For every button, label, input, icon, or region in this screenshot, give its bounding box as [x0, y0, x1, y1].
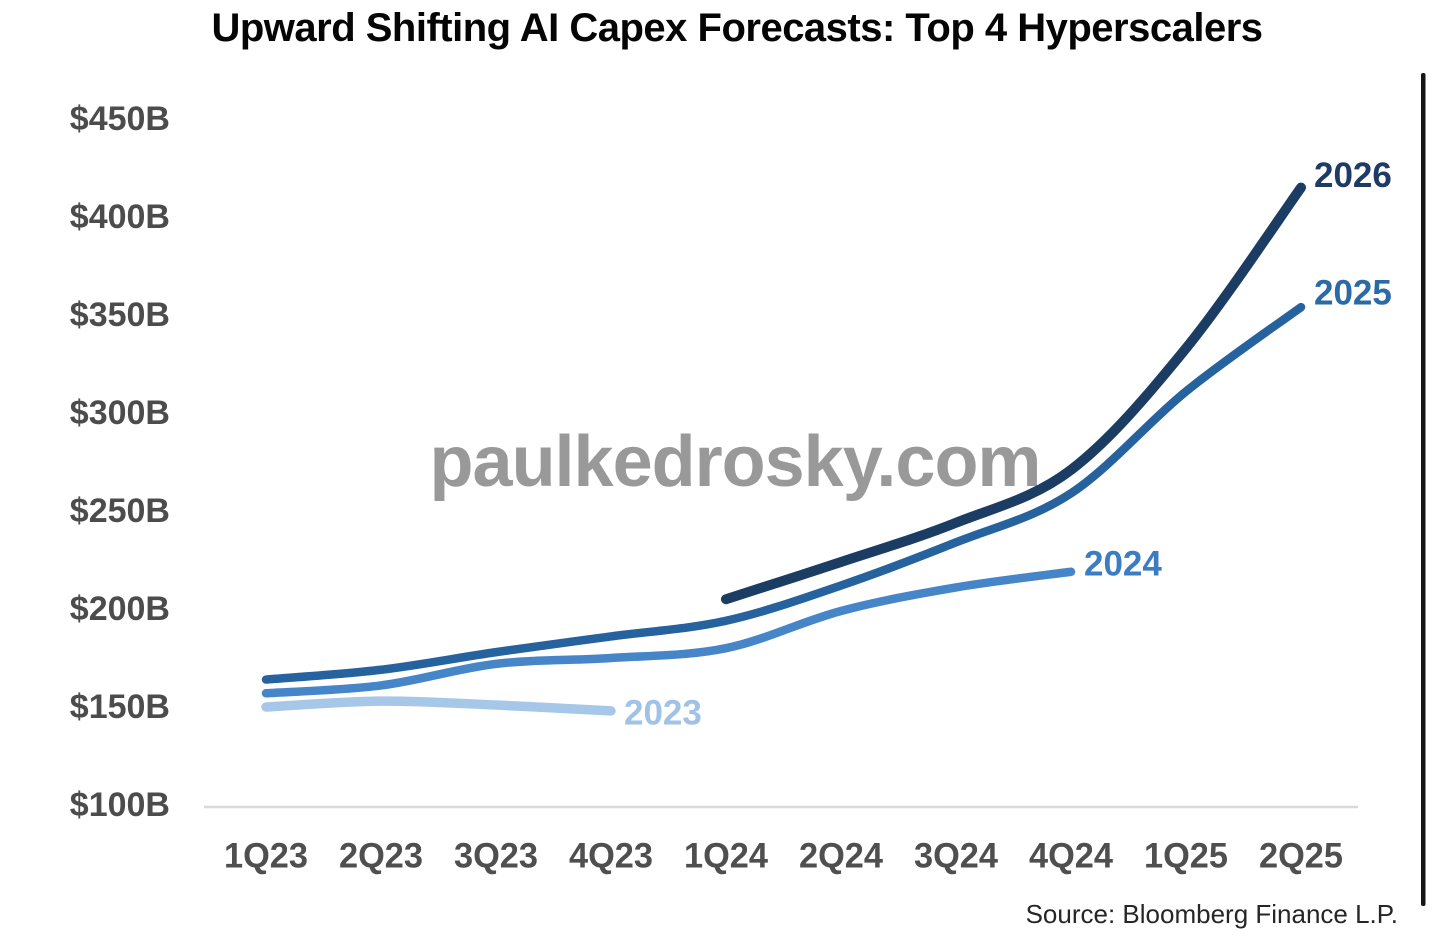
axis-layer: $450B $400B $350B $300B $250B $200B $150B $100B…	[70, 100, 1358, 876]
y-axis-tick-label: $300B	[70, 394, 170, 432]
series-line-2026	[721, 182, 1306, 605]
x-axis-tick-label: 2Q25	[1259, 837, 1343, 876]
series-layer: 2023 2024 2025 2026	[261, 156, 1392, 732]
series-line-2024	[261, 567, 1076, 698]
x-axis-tick-label: 2Q23	[339, 837, 423, 876]
y-axis-tick-label: $100B	[70, 786, 170, 824]
watermark: paulkedrosky.com	[430, 422, 1041, 502]
y-axis-tick-label: $450B	[70, 100, 170, 138]
series-label-2023: 2023	[624, 693, 702, 732]
x-axis-tick-label: 3Q23	[454, 837, 538, 876]
x-axis-tick-label: 1Q25	[1144, 837, 1228, 876]
y-axis-tick-label: $400B	[70, 198, 170, 236]
x-axis-tick-label: 4Q23	[569, 837, 653, 876]
source-credit: Source: Bloomberg Finance L.P.	[1025, 899, 1398, 929]
y-axis-tick-label: $250B	[70, 492, 170, 530]
series-label-2024: 2024	[1084, 544, 1162, 583]
series-label-2025: 2025	[1314, 274, 1392, 313]
series-line-2025	[261, 302, 1306, 684]
y-axis-tick-label: $200B	[70, 590, 170, 628]
x-axis-tick-label: 1Q24	[684, 837, 769, 876]
series-label-2026: 2026	[1314, 156, 1392, 195]
x-axis-tick-label: 4Q24	[1029, 837, 1114, 876]
series-line-2023	[261, 696, 616, 716]
chart-title: Upward Shifting AI Capex Forecasts: Top …	[211, 6, 1263, 50]
x-axis-tick-label: 1Q23	[224, 837, 308, 876]
y-axis-tick-label: $350B	[70, 296, 170, 334]
x-axis-tick-label: 2Q24	[799, 837, 884, 876]
y-axis-tick-label: $150B	[70, 688, 170, 726]
x-axis-tick-label: 3Q24	[914, 837, 999, 876]
right-border-line	[1421, 73, 1426, 906]
